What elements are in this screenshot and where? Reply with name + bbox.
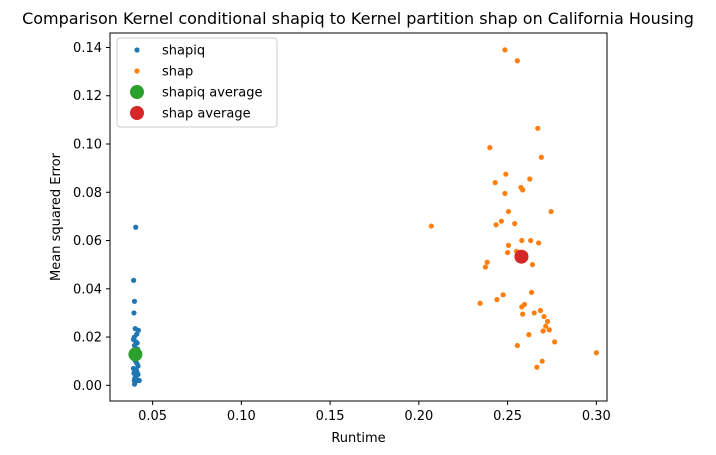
y-tick-label: 0.00 [73, 379, 102, 394]
y-tick-label: 0.12 [73, 89, 102, 104]
data-point-shap [520, 187, 526, 193]
legend: shapiq shap shapiq average shap average [116, 37, 278, 128]
y-axis: 0.00 0.02 0.04 0.06 0.08 0.10 0.12 0.14 [73, 41, 110, 394]
data-point-shapiq [131, 342, 138, 349]
data-point-shap [494, 297, 500, 303]
data-point-shapiq [133, 224, 139, 230]
data-point-shap [500, 292, 506, 298]
y-tick-label: 0.06 [73, 234, 102, 249]
data-point-shap [527, 176, 533, 182]
legend-marker-shap-average [130, 106, 144, 120]
x-axis-label: Runtime [331, 431, 385, 446]
data-point-shap [544, 318, 551, 324]
data-point-shap [537, 307, 544, 314]
data-point-shap [520, 311, 526, 317]
data-point-shap [546, 327, 552, 333]
data-point-shap [502, 190, 508, 197]
data-point-shap [487, 145, 493, 151]
data-point-shap [543, 323, 549, 329]
x-tick-label: 0.15 [316, 409, 345, 424]
data-point-shap [428, 223, 434, 229]
data-point-shap [502, 47, 508, 53]
average-point-shapiq-average [128, 347, 143, 362]
plot-frame [109, 32, 608, 402]
x-tick-label: 0.25 [493, 409, 522, 424]
data-point-shap [593, 350, 599, 356]
x-tick-label: 0.10 [227, 409, 256, 424]
data-point-shap [493, 222, 499, 228]
data-point-shap [512, 221, 518, 227]
data-point-shap [548, 208, 554, 215]
data-point-shap [505, 242, 512, 248]
y-tick-label: 0.10 [73, 138, 102, 153]
legend-marker-shap [134, 68, 140, 74]
legend-marker-shapiq [134, 47, 140, 53]
data-point-shap [477, 300, 483, 306]
legend-marker-shapiq-average [130, 85, 144, 99]
data-point-shap [505, 249, 511, 256]
data-point-shap [526, 332, 532, 338]
x-axis: 0.05 0.10 0.15 0.20 0.25 0.30 [138, 401, 611, 424]
data-point-shap [535, 125, 541, 131]
y-tick-label: 0.14 [73, 41, 102, 56]
y-axis-label: Mean squared Error [49, 152, 64, 281]
data-point-shapiq [131, 310, 137, 316]
data-point-shap [514, 58, 520, 64]
data-point-shapiq [131, 277, 137, 283]
x-tick-label: 0.20 [404, 409, 433, 424]
data-point-shap [519, 237, 525, 244]
plot-marks [128, 47, 599, 387]
data-point-shapiq [131, 298, 138, 304]
y-tick-label: 0.08 [73, 186, 102, 201]
data-point-shap [540, 328, 546, 334]
data-point-shap [552, 339, 558, 345]
data-point-shap [539, 358, 545, 364]
legend-label-shapiq: shapiq [162, 44, 205, 59]
x-tick-label: 0.05 [138, 409, 167, 424]
data-point-shap [482, 264, 489, 270]
data-point-shap [529, 262, 536, 268]
chart-title: Comparison Kernel conditional shapiq to … [22, 9, 694, 28]
data-point-shap [536, 240, 542, 246]
y-tick-label: 0.04 [73, 282, 102, 297]
x-tick-label: 0.30 [582, 409, 611, 424]
y-tick-label: 0.02 [73, 331, 102, 346]
legend-label-shapiq-average: shapiq average [162, 86, 262, 101]
data-point-shap [528, 289, 535, 296]
data-point-shap [534, 364, 540, 370]
average-point-shap-average [514, 249, 529, 264]
data-point-shap [503, 171, 509, 177]
data-point-shap [519, 304, 525, 310]
legend-box [116, 37, 278, 128]
data-point-shap [538, 154, 544, 160]
legend-label-shap: shap [162, 65, 193, 80]
data-point-shapiq [131, 381, 138, 387]
data-point-shap [528, 237, 534, 244]
legend-label-shap-average: shap average [162, 107, 251, 122]
data-point-shap [498, 218, 504, 224]
data-point-shap [484, 259, 490, 265]
data-point-shap [541, 313, 547, 320]
data-point-shap [514, 342, 520, 349]
data-point-shap [492, 180, 498, 186]
data-point-shap [505, 208, 512, 215]
data-point-shap [531, 310, 537, 316]
